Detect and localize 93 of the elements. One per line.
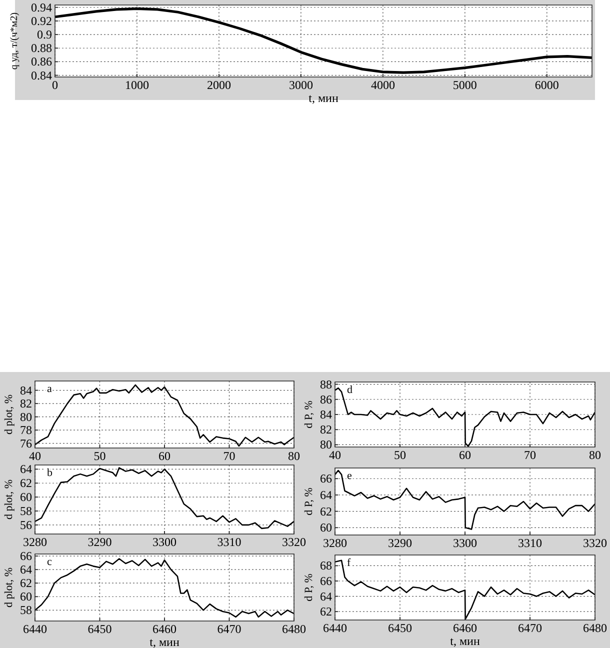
y-tick-label: 60 [320, 520, 332, 535]
x-axis-title: t, мин [450, 634, 480, 648]
x-tick-label: 5000 [452, 78, 477, 92]
y-tick-label: 64 [20, 562, 32, 577]
x-tick-label: 3290 [88, 535, 112, 549]
y-tick-label: 84 [320, 408, 332, 422]
y-tick-label: 60 [20, 490, 32, 504]
y-tick-label: 64 [320, 488, 332, 502]
x-tick-label: 3320 [583, 536, 607, 550]
x-tick-label: 6470 [518, 621, 542, 635]
y-tick-label: 64 [20, 462, 32, 476]
y-tick-label: 58 [20, 603, 32, 618]
line-series [35, 467, 294, 530]
y-tick-label: 68 [320, 558, 332, 573]
y-tick-label: 62 [320, 604, 332, 619]
x-tick-label: 3000 [288, 78, 313, 92]
annotation: b [47, 467, 53, 479]
y-tick-label: 62 [20, 476, 32, 490]
y-tick-label: 80 [320, 438, 332, 452]
y-axis-title: d P, % [303, 574, 315, 602]
line-series [335, 560, 595, 620]
x-tick-label: 6470 [217, 622, 242, 636]
y-tick-label: 0.86 [31, 54, 52, 69]
x-tick-label: 3310 [217, 535, 242, 549]
x-tick-label: 3280 [23, 535, 47, 549]
y-tick-label: 66 [20, 549, 32, 564]
x-tick-label: 6460 [453, 621, 477, 635]
y-tick-label: 86 [320, 392, 332, 406]
x-tick-label: 3310 [518, 536, 542, 550]
x-tick-label: 50 [94, 449, 106, 463]
line-series [35, 558, 294, 618]
y-tick-label: 0.92 [31, 14, 52, 28]
x-axis-title: t, мин [308, 91, 339, 105]
y-tick-label: 82 [320, 422, 332, 437]
x-tick-label: 3280 [323, 536, 347, 550]
y-tick-label: 56 [20, 518, 32, 532]
y-tick-label: 66 [320, 574, 332, 588]
y-axis-title: d plot, % [3, 394, 15, 435]
x-tick-label: 40 [29, 449, 41, 463]
x-tick-label: 1000 [124, 78, 149, 92]
x-tick-label: 3320 [282, 535, 306, 549]
x-tick-label: 70 [223, 449, 236, 463]
y-tick-label: 0.88 [31, 41, 52, 56]
y-axis-title: q уд, т/(ч*м2) [9, 12, 20, 70]
y-tick-label: 0.84 [31, 68, 52, 82]
x-tick-label: 6480 [583, 621, 607, 635]
y-axis-title: d P, % [303, 400, 315, 428]
y-tick-label: 82 [20, 396, 32, 411]
y-tick-label: 0.94 [31, 0, 52, 14]
x-tick-label: 60 [158, 449, 170, 463]
y-tick-label: 58 [20, 504, 32, 518]
y-tick-label: 60 [20, 590, 32, 604]
y-tick-label: 76 [20, 436, 32, 450]
line-series [35, 384, 294, 447]
x-tick-label: 3300 [453, 536, 477, 550]
x-tick-label: 70 [524, 448, 536, 462]
y-tick-label: 62 [20, 576, 32, 590]
annotation: a [47, 383, 52, 395]
y-tick-label: 62 [320, 504, 332, 518]
y-axis-title: d plot, % [3, 567, 15, 608]
x-tick-label: 3300 [152, 535, 176, 549]
x-tick-label: 2000 [206, 78, 231, 92]
x-tick-label: 50 [394, 448, 406, 462]
y-axis-title: d P, % [303, 488, 315, 516]
y-tick-label: 78 [20, 423, 32, 438]
x-axis-title: t, мин [150, 635, 180, 648]
annotation: d [347, 384, 353, 396]
annotation: e [347, 470, 352, 482]
x-tick-label: 6480 [282, 622, 306, 636]
x-tick-label: 6440 [23, 622, 47, 636]
x-tick-label: 4000 [370, 78, 395, 92]
x-tick-label: 6440 [323, 621, 347, 635]
y-tick-label: 80 [20, 410, 32, 424]
x-tick-label: 6450 [88, 622, 112, 636]
x-tick-label: 80 [288, 449, 300, 463]
annotation: c [47, 556, 52, 568]
line-series [55, 7, 592, 74]
y-tick-label: 66 [320, 472, 332, 486]
x-tick-label: 40 [329, 448, 341, 462]
y-tick-label: 0.9 [37, 28, 52, 42]
x-tick-label: 6450 [388, 621, 412, 635]
line-series [335, 470, 595, 530]
x-tick-label: 6000 [534, 78, 559, 92]
x-tick-label: 80 [589, 448, 601, 462]
y-axis-title: d plot, % [3, 479, 15, 520]
y-tick-label: 64 [320, 589, 332, 604]
x-tick-label: 60 [459, 448, 471, 462]
x-tick-label: 3290 [388, 536, 412, 550]
x-tick-label: 0 [52, 78, 58, 92]
x-tick-label: 6460 [152, 622, 176, 636]
annotation: f [347, 557, 351, 569]
y-tick-label: 88 [320, 377, 332, 392]
y-tick-label: 84 [20, 383, 32, 398]
